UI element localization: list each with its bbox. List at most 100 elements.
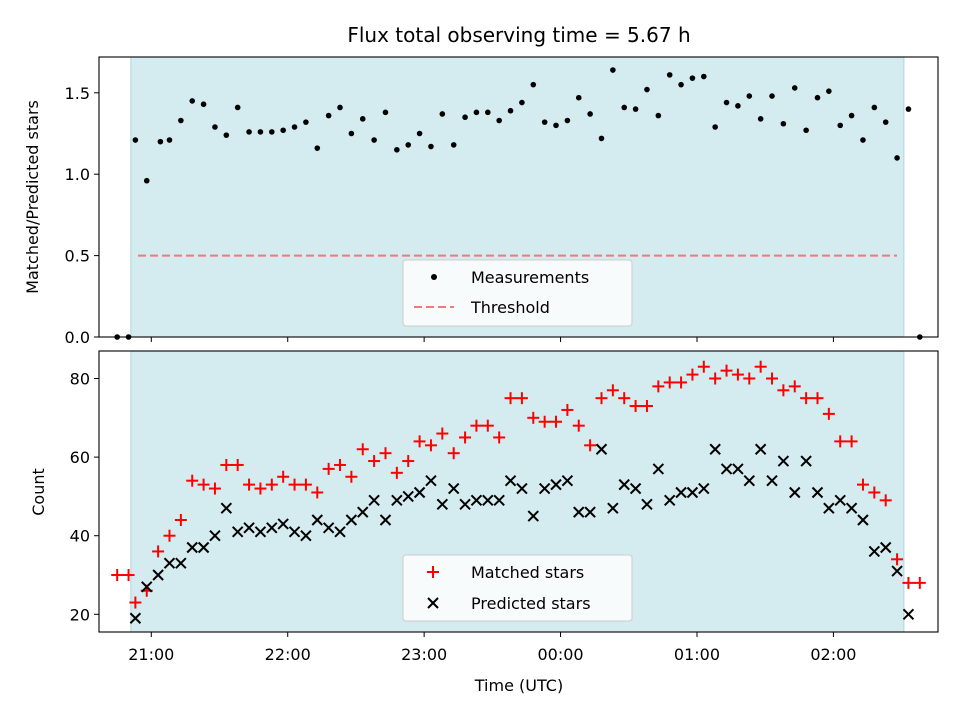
predicted-star-point — [663, 494, 676, 507]
measurement-point — [394, 146, 400, 153]
matched-star-point — [868, 486, 881, 499]
measurement-point — [303, 119, 309, 125]
counts-legend-box — [402, 554, 633, 622]
measurement-point — [780, 120, 787, 127]
predicted-star-point — [618, 478, 630, 491]
ratio-y-tick-label: 0.5 — [65, 247, 90, 266]
measurement-point — [678, 81, 684, 88]
matched-star-point — [356, 443, 369, 456]
matched-star-point — [379, 447, 392, 460]
matched-star-point — [572, 419, 585, 432]
measurement-point — [882, 119, 889, 125]
predicted-star-point — [322, 522, 335, 534]
ratio-panel-frame — [98, 56, 939, 338]
matched-star-point — [640, 400, 653, 413]
matched-star-point — [766, 372, 779, 385]
predicted-star-point — [163, 557, 176, 569]
ratio-legend-box — [402, 259, 633, 327]
ratio-y-tick-label: 1.0 — [65, 165, 90, 184]
measurement-point — [598, 135, 605, 142]
measurement-point — [223, 132, 230, 138]
threshold-legend-label: Threshold — [470, 298, 550, 317]
matched-star-point — [629, 400, 642, 413]
measurement-point — [814, 94, 821, 101]
ratio-legend: Measurements Threshold — [402, 259, 633, 327]
measurement-point — [507, 107, 514, 114]
measurements-legend-marker — [431, 274, 437, 280]
measurement-point — [519, 99, 525, 106]
ratio-x-ticks — [150, 337, 834, 342]
counts-x-tick-label: 21:00 — [128, 645, 174, 664]
predicted-star-point — [300, 530, 312, 542]
measurement-point — [234, 104, 241, 111]
matched-star-point — [111, 569, 124, 582]
matched-star-point — [288, 478, 301, 491]
predicted-star-point — [743, 474, 755, 487]
measurement-point — [587, 111, 593, 117]
matched-star-point — [845, 435, 858, 448]
predicted-star-point — [311, 514, 323, 526]
measurement-point — [405, 142, 412, 148]
matched-star-point — [481, 419, 494, 432]
predicted-star-point — [413, 486, 426, 499]
matched-star-point — [174, 513, 187, 526]
measurement-point — [157, 138, 164, 145]
measurement-point — [143, 177, 150, 184]
matched-star-point — [663, 376, 676, 389]
measurement-point — [553, 122, 559, 129]
matched-star-point — [231, 458, 244, 471]
counts-y-ticks: 20 40 60 80 — [70, 370, 99, 624]
counts-legend: Matched stars Predicted stars — [402, 554, 633, 622]
predicted-star-point — [527, 510, 539, 522]
matched-star-point — [368, 455, 381, 468]
measurement-point — [701, 73, 707, 80]
matched-star-point — [243, 478, 256, 491]
measurement-point — [371, 137, 377, 143]
matched-legend-label: Matched stars — [471, 563, 584, 582]
matched-legend-marker — [427, 566, 439, 578]
predicted-star-point — [470, 494, 483, 507]
measurement-point — [189, 98, 196, 104]
matched-star-point — [197, 478, 210, 491]
measurement-point — [564, 117, 571, 124]
predicted-star-point — [368, 494, 380, 507]
measurement-point — [666, 72, 673, 78]
predicted-star-point — [334, 526, 346, 538]
measurement-point — [530, 81, 537, 88]
measurement-point — [212, 124, 218, 130]
matched-star-point — [152, 545, 165, 558]
predicted-star-point — [754, 443, 767, 455]
matched-star-point — [913, 576, 926, 589]
predicted-star-point — [675, 486, 687, 499]
measurement-point — [246, 129, 252, 135]
x-axis-label: Time (UTC) — [474, 676, 563, 695]
predicted-legend-marker — [427, 597, 439, 609]
matched-star-point — [879, 494, 892, 507]
predicted-star-point — [436, 498, 449, 510]
matched-star-point — [652, 380, 665, 393]
predicted-star-point — [607, 502, 619, 514]
measurement-point — [473, 109, 480, 116]
predicted-star-point — [766, 474, 778, 487]
predicted-star-point — [129, 612, 142, 624]
predicted-star-point — [732, 463, 744, 475]
matched-star-point — [856, 478, 869, 491]
predicted-star-point — [641, 498, 653, 510]
predicted-star-point — [777, 455, 790, 467]
measurement-point — [644, 86, 650, 93]
predicted-star-point — [516, 482, 528, 495]
predicted-star-point — [220, 502, 233, 514]
predicted-star-point — [902, 608, 915, 621]
measurement-point — [382, 109, 389, 116]
matched-star-point — [515, 392, 528, 405]
measurement-point — [280, 127, 286, 134]
predicted-star-point — [266, 522, 278, 534]
measurement-point — [632, 106, 639, 112]
measurement-point — [655, 112, 662, 119]
predicted-star-point — [186, 541, 198, 554]
matched-star-point — [731, 368, 744, 381]
measurement-point — [894, 155, 900, 161]
predicted-star-point — [357, 506, 369, 518]
